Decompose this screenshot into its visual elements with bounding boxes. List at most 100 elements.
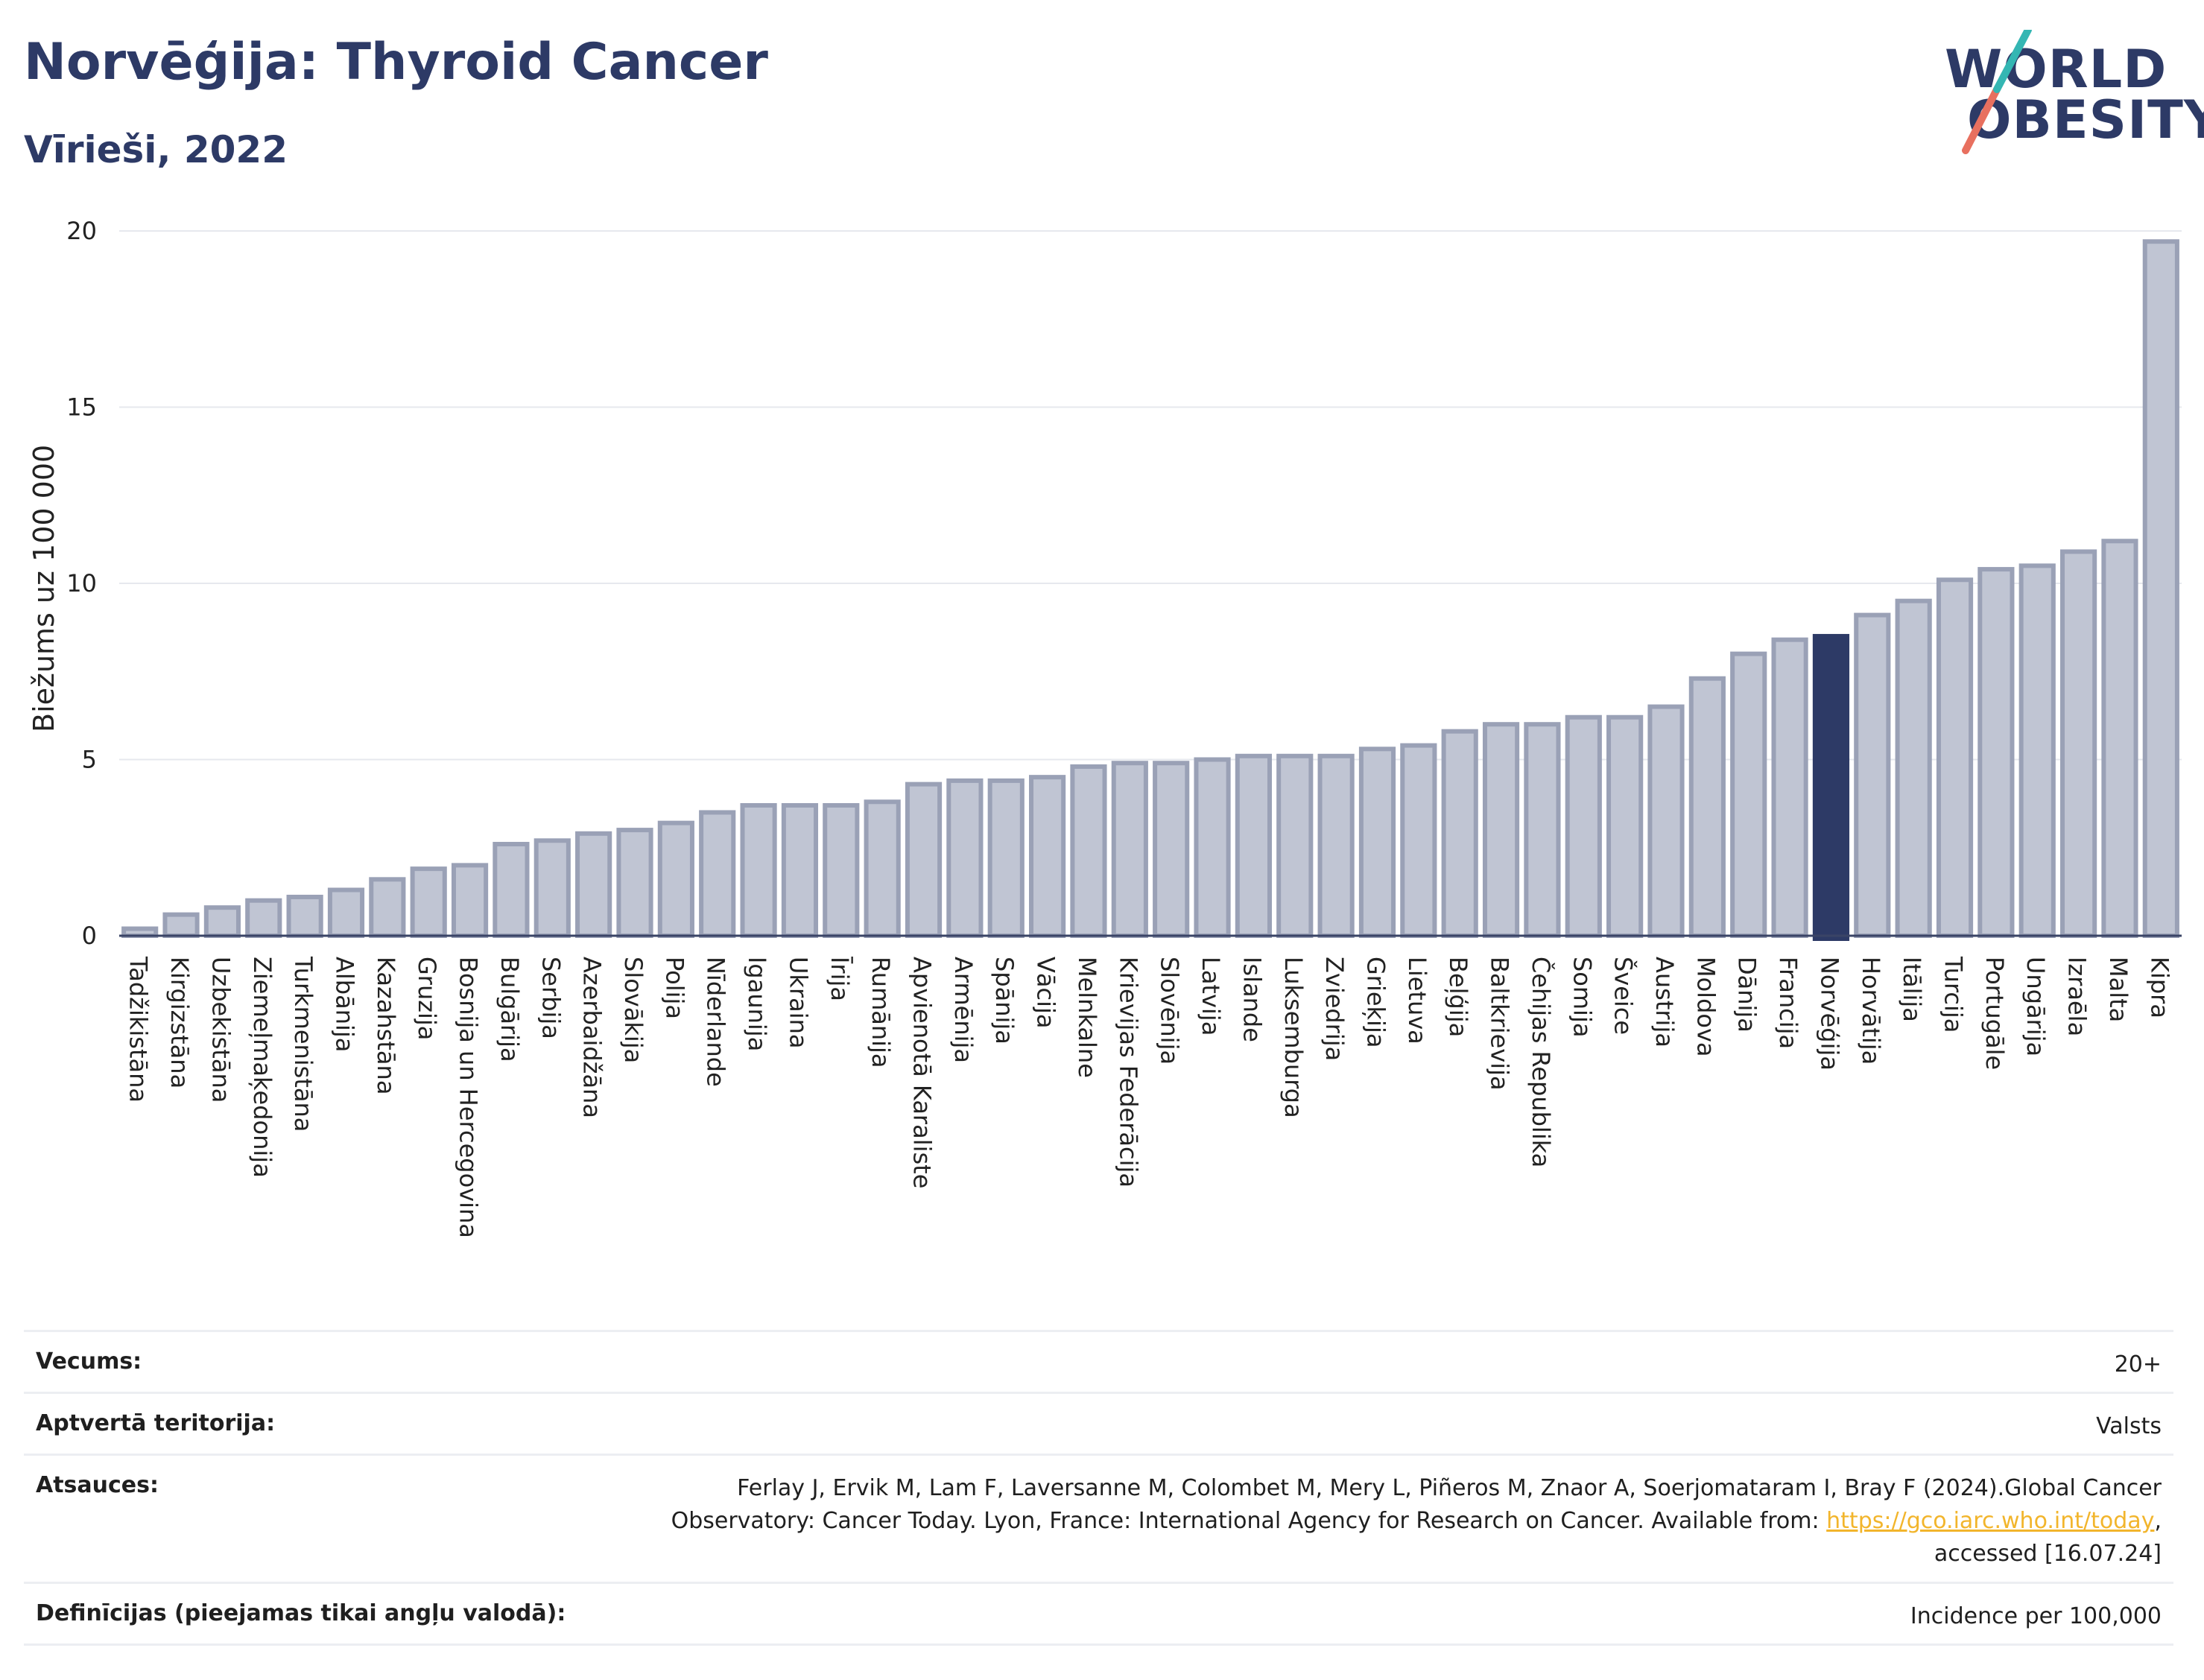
x-tick-label: Moldova <box>1691 957 1720 1057</box>
bar-Bosnija un Hercegovina[interactable] <box>451 863 489 939</box>
bar-Izraēla[interactable] <box>2060 549 2097 938</box>
definitions-value: Incidence per 100,000 <box>1910 1603 2162 1629</box>
bar-Ukraina[interactable] <box>781 802 819 938</box>
y-tick-labels: 0 5 10 15 20 <box>66 217 97 950</box>
bar-Malta[interactable] <box>2101 539 2138 938</box>
bar-Lietuva[interactable] <box>1400 743 1437 939</box>
bar-Azerbaidžāna[interactable] <box>575 831 612 939</box>
bar-Albānija[interactable] <box>327 887 365 939</box>
x-tick-label: Kipra <box>2145 957 2173 1018</box>
x-tick-label: Malta <box>2104 957 2132 1022</box>
bar-Islande[interactable] <box>1235 753 1272 939</box>
bar-Moldova[interactable] <box>1688 676 1726 939</box>
x-tick-label: Spānija <box>990 957 1019 1045</box>
x-tick-label: Čehijas Republika <box>1527 957 1556 1167</box>
y-tick-label: 10 <box>66 569 97 597</box>
y-tick-label: 0 <box>82 922 97 950</box>
y-tick-label: 5 <box>82 746 97 774</box>
bar-Norvēģija[interactable] <box>1812 633 1850 941</box>
world-obesity-logo[interactable]: WORLD OBESITY <box>1945 30 2204 160</box>
x-tick-label: Ziemeļmaķedonija <box>248 957 276 1178</box>
bar-Portugāle[interactable] <box>1977 567 2015 938</box>
bar-Turkmenistāna[interactable] <box>286 894 323 938</box>
sources-link[interactable]: https://gco.iarc.who.int/today <box>1826 1508 2155 1534</box>
x-tick-label: Krievijas Federācija <box>1114 957 1142 1188</box>
x-tick-label: Itālija <box>1898 957 1926 1022</box>
logo-text-obesity: OBESITY <box>1967 89 2204 150</box>
bar-Nīderlande[interactable] <box>699 810 736 939</box>
x-tick-label: Portugāle <box>1980 957 2009 1070</box>
bar-Kirgizstāna[interactable] <box>162 912 200 938</box>
bar-Slovēnija[interactable] <box>1153 761 1190 938</box>
bar-Kazahstāna[interactable] <box>369 877 406 939</box>
bar-Rumānija[interactable] <box>864 799 901 939</box>
bar-Armēnija[interactable] <box>946 778 984 938</box>
bar-Zviedrija[interactable] <box>1317 753 1355 939</box>
x-tick-label: Šveice <box>1609 957 1638 1035</box>
bar-Melnkalne[interactable] <box>1070 764 1107 939</box>
bar-Francija[interactable] <box>1771 637 1808 938</box>
x-tick-label: Francija <box>1774 957 1802 1049</box>
bar-Spānija[interactable] <box>987 778 1025 938</box>
info-row-sources: Atsauces: Ferlay J, Ervik M, Lam F, Lave… <box>24 1456 2173 1584</box>
x-tick-label: Igaunija <box>743 957 771 1051</box>
x-tick-label: Serbija <box>536 957 565 1039</box>
bar-Čehijas Republika[interactable] <box>1524 722 1561 938</box>
x-tick-label: Slovēnija <box>1156 957 1184 1065</box>
bar-Turcija[interactable] <box>1936 577 1974 938</box>
bar-Grieķija[interactable] <box>1358 747 1396 938</box>
x-tick-label: Bosnija un Hercegovina <box>455 957 483 1238</box>
bar-Slovākija[interactable] <box>616 828 653 938</box>
bar-Horvātija[interactable] <box>1854 612 1891 938</box>
x-tick-label: Baltkrievija <box>1486 957 1514 1091</box>
x-tick-label: Armēnija <box>949 957 978 1063</box>
bar-Bulgārija[interactable] <box>493 842 530 939</box>
info-table: Vecums: 20+ Aptvertā teritorija: Valsts … <box>24 1330 2173 1646</box>
bar-Šveice[interactable] <box>1606 714 1644 938</box>
x-tick-label: Lietuva <box>1403 957 1431 1045</box>
bar-Krievijas Federācija[interactable] <box>1111 761 1148 938</box>
x-tick-label: Dānija <box>1733 957 1761 1033</box>
x-tick-label: Gruzija <box>413 957 441 1040</box>
bar-Beļģija[interactable] <box>1441 729 1478 938</box>
x-tick-label: Turkmenistāna <box>289 956 317 1132</box>
x-tick-label: Bulgārija <box>495 957 524 1062</box>
x-tick-label: Norvēģija <box>1815 957 1843 1071</box>
logo-slash-icon <box>1962 30 2032 154</box>
x-tick-label: Beļģija <box>1444 957 1472 1037</box>
bar-Polija[interactable] <box>657 820 694 939</box>
bar-Uzbekistāna[interactable] <box>203 905 241 938</box>
x-tick-label: Azerbaidžāna <box>578 957 607 1118</box>
bar-Gruzija[interactable] <box>410 866 447 939</box>
x-tick-label: Kirgizstāna <box>165 957 194 1088</box>
bar-Austrija[interactable] <box>1647 704 1685 938</box>
bar-Somija[interactable] <box>1565 714 1602 938</box>
bar-Itālija[interactable] <box>1895 598 1932 939</box>
bar-Latvija[interactable] <box>1194 757 1231 938</box>
x-tick-label: Ungārija <box>2021 957 2050 1056</box>
bar-Apvienotā Karaliste[interactable] <box>905 782 943 938</box>
bar-Vācija[interactable] <box>1029 775 1066 939</box>
bar-Igaunija[interactable] <box>740 802 777 938</box>
x-tick-label: Slovākija <box>619 957 647 1063</box>
x-tick-label: Somija <box>1568 957 1596 1037</box>
x-tick-label: Izraēla <box>2063 957 2091 1036</box>
bar-chart: 0 5 10 15 20 Tadžikistāna Kirgizstāna Uzbekist… <box>28 217 2182 1238</box>
bar-Ungārija[interactable] <box>2018 563 2056 938</box>
x-tick-label: Melnkalne <box>1073 957 1101 1078</box>
x-tick-label: Vācija <box>1032 957 1060 1028</box>
bar-Ziemeļmaķedonija[interactable] <box>245 898 282 939</box>
bar-Dānija[interactable] <box>1730 651 1767 938</box>
sources-text-end: , accessed [16.07.24] <box>1934 1508 2162 1567</box>
bar-Īrija[interactable] <box>823 802 860 938</box>
age-label: Vecums: <box>36 1348 142 1375</box>
bar-Luksemburga[interactable] <box>1276 753 1314 939</box>
x-tick-label: Uzbekistāna <box>206 957 235 1103</box>
x-tick-label: Nīderlande <box>702 957 730 1087</box>
bar-Kipra[interactable] <box>2142 239 2179 938</box>
age-value: 20+ <box>2114 1351 2162 1378</box>
x-tick-label: Polija <box>660 957 688 1019</box>
logo-text-world: WORLD <box>1945 39 2167 100</box>
bar-Baltkrievija[interactable] <box>1482 722 1520 938</box>
bar-Serbija[interactable] <box>533 838 571 938</box>
